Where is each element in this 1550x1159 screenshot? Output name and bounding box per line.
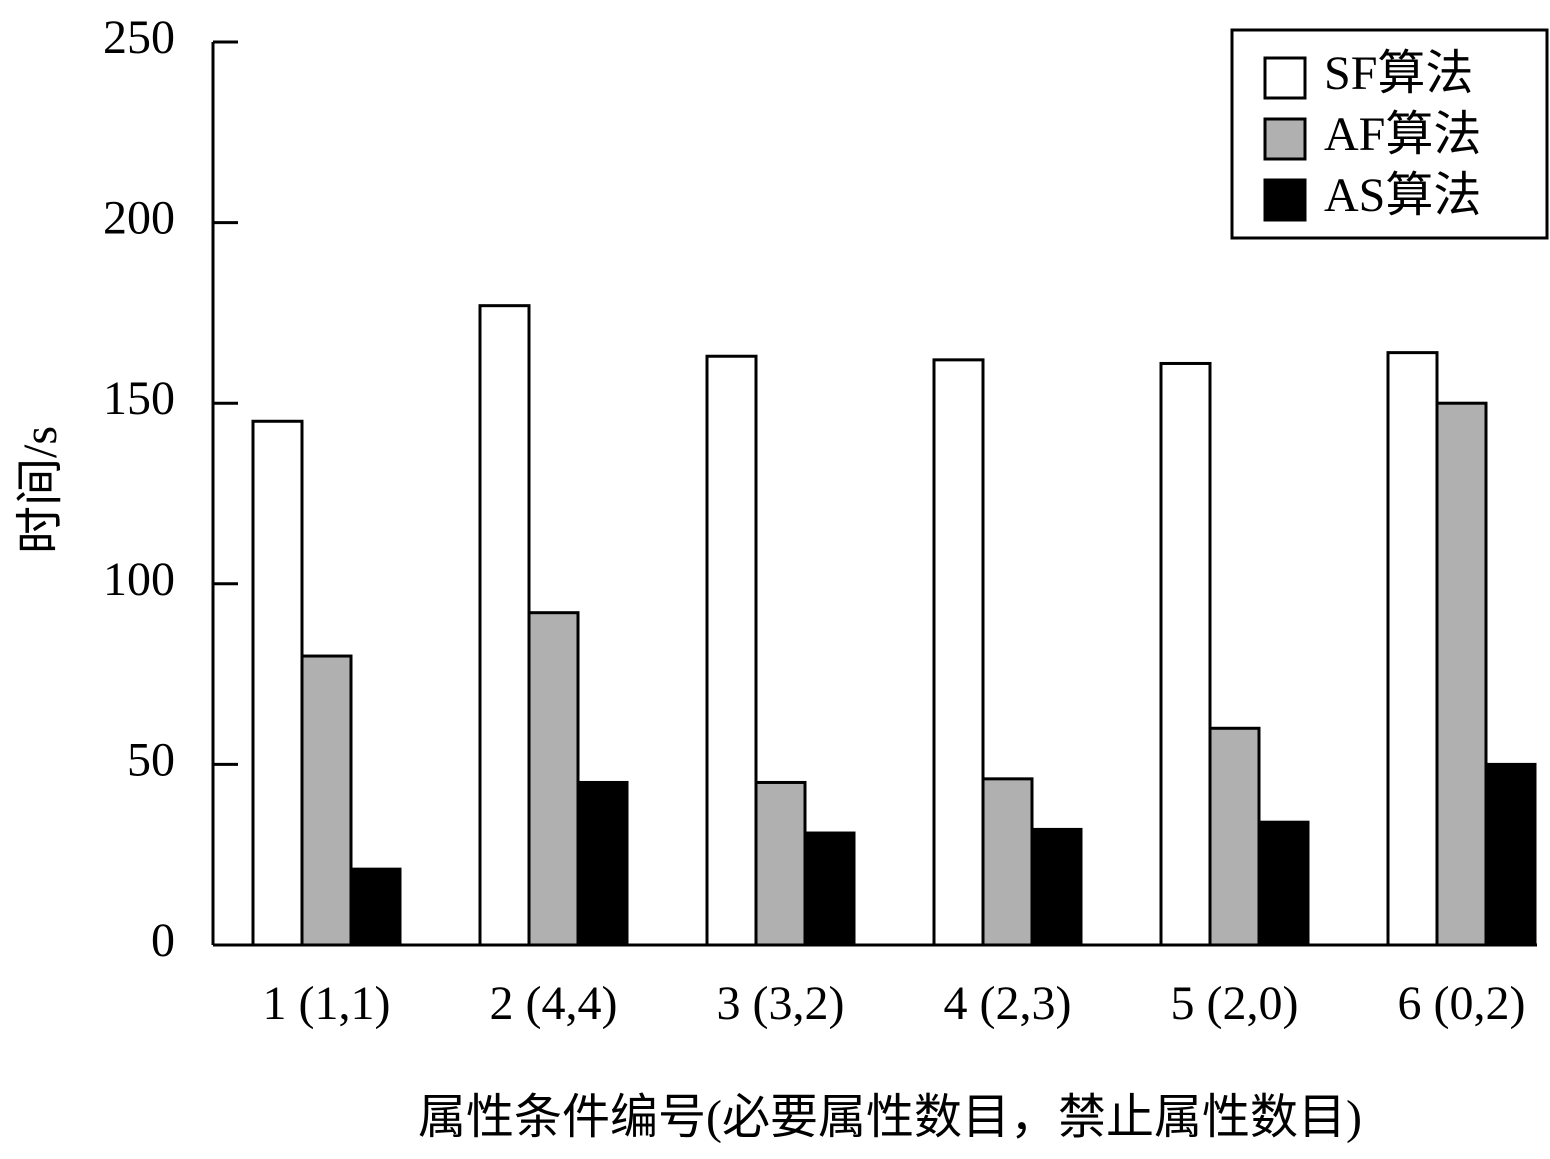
x-tick-label: 2 (4,4)	[490, 977, 618, 1030]
x-tick-label: 1 (1,1)	[263, 977, 391, 1030]
legend-swatch	[1263, 56, 1307, 100]
bar	[576, 780, 629, 947]
bar	[251, 419, 304, 947]
bar	[981, 777, 1034, 947]
bar	[1030, 827, 1083, 947]
bar	[1208, 726, 1261, 947]
bar	[1484, 762, 1537, 947]
bar	[527, 611, 580, 947]
legend-swatch	[1263, 178, 1307, 222]
x-tick-label: 6 (0,2)	[1398, 977, 1526, 1030]
bar	[705, 354, 758, 947]
x-axis-title: 属性条件编号(必要属性数目，禁止属性数目)	[418, 1091, 1362, 1144]
x-tick-label: 3 (3,2)	[717, 977, 845, 1030]
legend-label: SF算法	[1324, 47, 1473, 100]
bar	[1386, 351, 1439, 947]
bar	[349, 867, 402, 947]
legend-label: AF算法	[1324, 108, 1481, 161]
bar	[1435, 401, 1488, 947]
bar	[478, 304, 531, 947]
y-tick-label: 0	[151, 914, 175, 967]
x-tick-label: 5 (2,0)	[1171, 977, 1299, 1030]
y-tick-label: 50	[127, 733, 175, 786]
bar	[300, 654, 353, 947]
x-tick-label: 4 (2,3)	[944, 977, 1072, 1030]
bar	[754, 780, 807, 947]
y-axis-title: 时间/s	[14, 426, 67, 554]
y-tick-label: 200	[103, 192, 175, 245]
legend-swatch	[1263, 117, 1307, 161]
bar	[803, 831, 856, 947]
y-tick-label: 100	[103, 553, 175, 606]
bar	[1257, 820, 1310, 947]
y-tick-label: 250	[103, 11, 175, 64]
legend-label: AS算法	[1324, 169, 1481, 222]
y-tick-label: 150	[103, 372, 175, 425]
bar	[1159, 361, 1212, 947]
bar	[932, 358, 985, 947]
